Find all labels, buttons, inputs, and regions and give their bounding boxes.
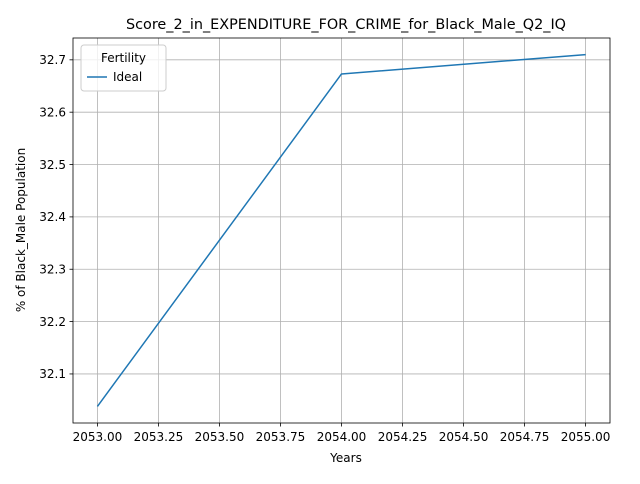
y-tick-label: 32.1 xyxy=(39,367,66,381)
series-lines xyxy=(96,53,586,407)
legend: Fertility Ideal xyxy=(80,44,167,92)
x-tick-label: 2054.25 xyxy=(378,430,428,444)
legend-label-ideal: Ideal xyxy=(113,70,142,84)
y-tick-label: 32.5 xyxy=(39,158,66,172)
x-tick-label: 2054.00 xyxy=(317,430,367,444)
grid xyxy=(73,38,610,423)
legend-title: Fertility xyxy=(101,51,146,65)
y-tick-label: 32.2 xyxy=(39,315,66,329)
x-tick-label: 2053.25 xyxy=(134,430,184,444)
x-tick-label: 2053.75 xyxy=(256,430,306,444)
x-axis-ticks: 2053.00 2053.25 2053.50 2053.75 2054.00 2054.… xyxy=(73,423,611,444)
series-line-ideal xyxy=(96,53,586,407)
x-axis-label: Years xyxy=(329,451,362,465)
y-tick-label: 32.6 xyxy=(39,105,66,119)
chart-title: Score_2_in_EXPENDITURE_FOR_CRIME_for_Bla… xyxy=(126,17,566,33)
legend-box xyxy=(80,44,167,92)
y-tick-label: 32.4 xyxy=(39,210,66,224)
x-tick-label: 2053.00 xyxy=(73,430,123,444)
y-tick-label: 32.7 xyxy=(39,53,66,67)
y-axis-label: % of Black_Male Population xyxy=(14,148,28,312)
y-tick-label: 32.3 xyxy=(39,263,66,277)
x-tick-label: 2054.50 xyxy=(439,430,489,444)
y-axis-ticks: 32.1 32.2 32.3 32.4 32.5 32.6 32.7 xyxy=(39,53,73,381)
x-tick-label: 2054.75 xyxy=(500,430,550,444)
x-tick-label: 2053.50 xyxy=(195,430,245,444)
x-tick-label: 2055.00 xyxy=(561,430,611,444)
